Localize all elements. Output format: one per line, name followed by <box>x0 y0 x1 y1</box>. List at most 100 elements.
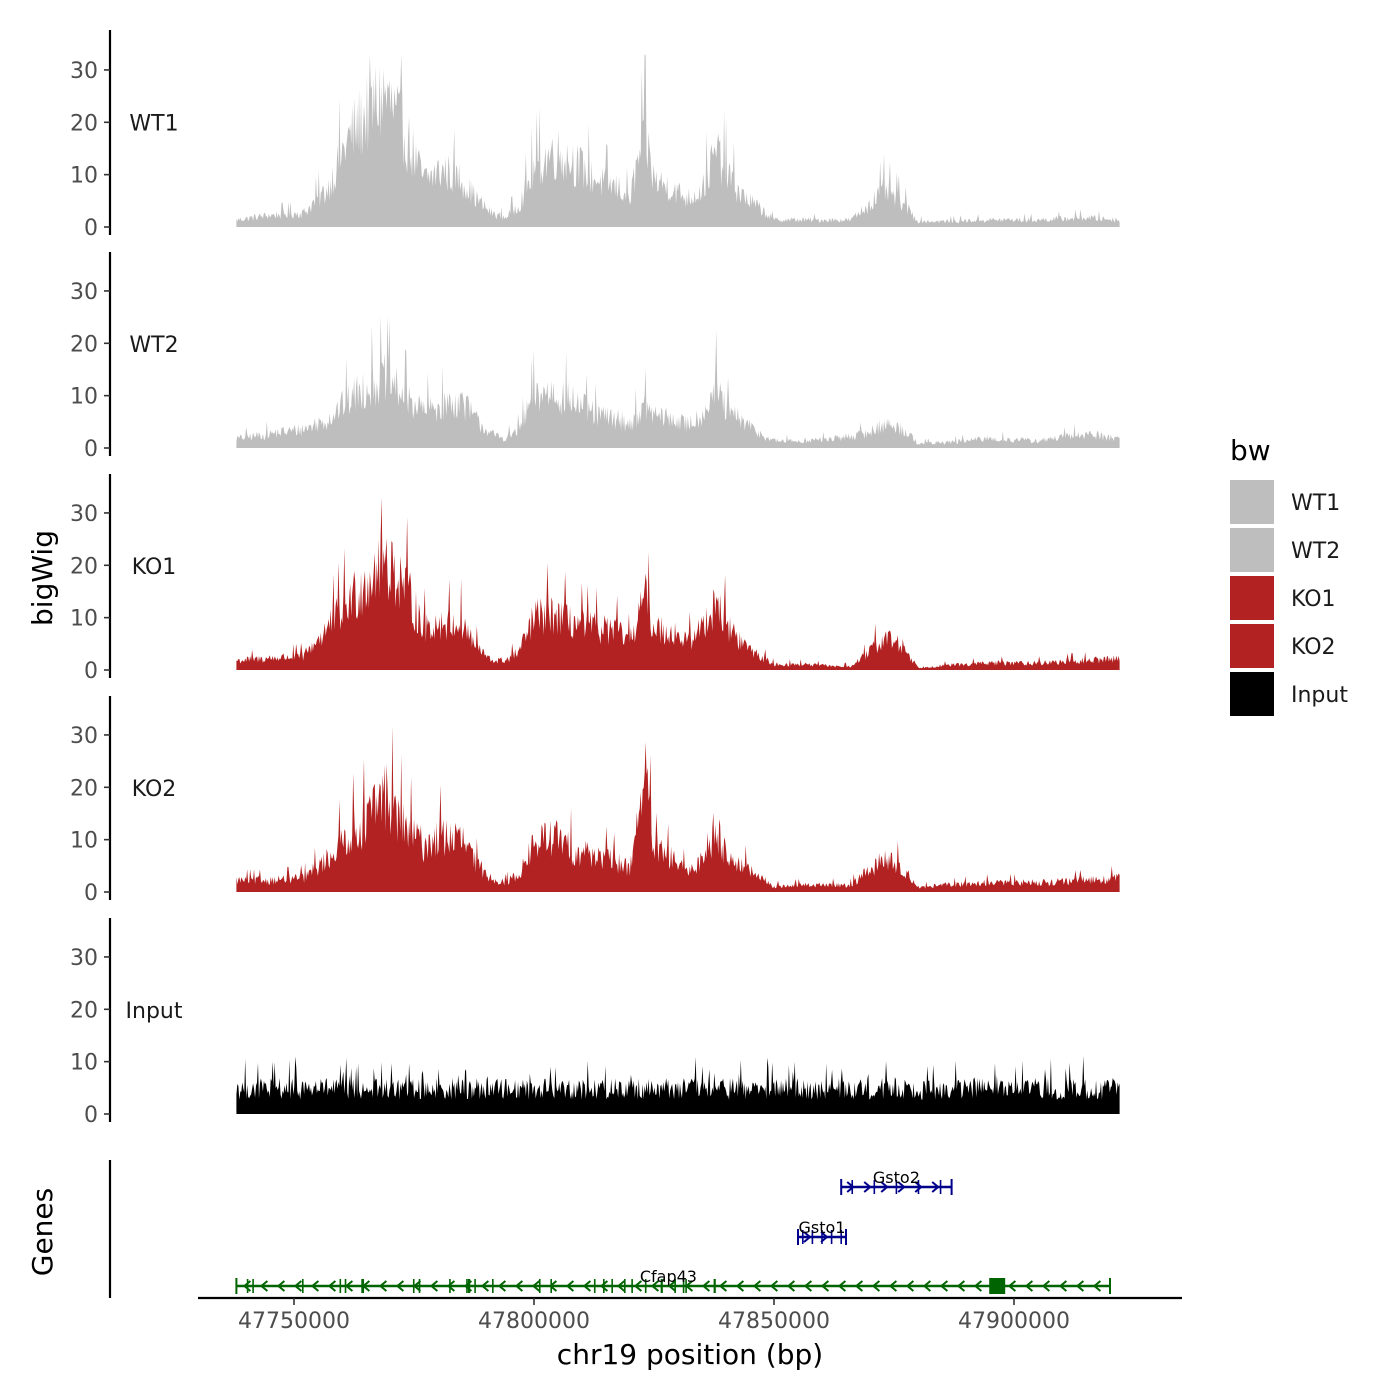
strand-arrow <box>897 1181 906 1193</box>
strand-arrow <box>242 1280 252 1292</box>
y-tick-label: 0 <box>84 881 98 906</box>
x-tick-label: 47750000 <box>238 1309 350 1334</box>
y-tick-label: 30 <box>70 502 98 527</box>
strand-arrow <box>880 1181 889 1193</box>
strand-arrow <box>803 1280 813 1292</box>
legend-swatch-wt2 <box>1230 528 1274 572</box>
strand-arrow <box>429 1280 439 1292</box>
track-input: 0 10 20 30 Input <box>70 918 1120 1128</box>
strand-arrow <box>565 1280 575 1292</box>
strand-arrow <box>837 1280 847 1292</box>
gene-label: Cfap43 <box>640 1267 697 1286</box>
strand-arrow <box>939 1280 949 1292</box>
legend-swatch-ko1 <box>1230 576 1274 620</box>
legend-label-ko1: KO1 <box>1291 587 1336 612</box>
x-tick-label: 47800000 <box>478 1309 590 1334</box>
y-tick-label: 10 <box>70 607 98 632</box>
strand-arrow <box>820 1231 829 1243</box>
strand-arrow <box>650 1280 660 1292</box>
track-wt1: 0 10 20 30 WT1 <box>70 30 1120 241</box>
coverage-area-wt2 <box>236 315 1120 448</box>
y-tick-label: 30 <box>70 946 98 971</box>
legend-swatch-wt1 <box>1230 480 1274 524</box>
coverage-area-ko1 <box>236 497 1120 670</box>
track-label: Input <box>126 999 183 1024</box>
strand-arrow <box>548 1280 558 1292</box>
legend-swatch-ko2 <box>1230 624 1274 668</box>
strand-arrow <box>888 1280 898 1292</box>
strand-arrow <box>863 1181 872 1193</box>
strand-arrow <box>293 1280 303 1292</box>
y-tick-label: 20 <box>70 776 98 801</box>
gene-label: Gsto2 <box>873 1168 920 1187</box>
gene-gsto1: Gsto1 <box>797 1218 847 1245</box>
gene-track: Gsto2 Gsto1 Cfap43 <box>108 1160 1111 1298</box>
strand-arrow <box>344 1280 354 1292</box>
strand-arrow <box>361 1280 371 1292</box>
gene-label: Gsto1 <box>799 1218 846 1237</box>
strand-arrow <box>871 1280 881 1292</box>
legend-label-input: Input <box>1291 683 1348 708</box>
y-tick-label: 20 <box>70 998 98 1023</box>
strand-arrow <box>667 1280 677 1292</box>
track-label: KO2 <box>132 777 177 802</box>
strand-arrow <box>463 1280 473 1292</box>
coverage-area-input <box>236 1055 1120 1114</box>
utr-block <box>989 1278 1006 1294</box>
strand-arrow <box>931 1181 940 1193</box>
track-ko1: 0 10 20 30 KO1 <box>70 474 1120 684</box>
y-tick-label: 20 <box>70 332 98 357</box>
y-tick-label: 30 <box>70 724 98 749</box>
strand-arrow <box>1092 1280 1102 1292</box>
strand-arrow <box>276 1280 286 1292</box>
track-label: WT1 <box>129 112 178 137</box>
track-wt2: 0 10 20 30 WT2 <box>70 252 1120 462</box>
legend-swatch-input <box>1230 672 1274 716</box>
y-tick-label: 0 <box>84 1103 98 1128</box>
strand-arrow <box>803 1231 812 1243</box>
strand-arrow <box>633 1280 643 1292</box>
genes-axis-title: Genes <box>26 1188 59 1276</box>
strand-arrow <box>914 1181 923 1193</box>
legend-label-wt2: WT2 <box>1291 539 1340 564</box>
strand-arrow <box>1024 1280 1034 1292</box>
x-axis: 47750000 47800000 47850000 47900000 <box>198 1296 1182 1334</box>
strand-arrow <box>480 1280 490 1292</box>
strand-arrow <box>769 1280 779 1292</box>
strand-arrow <box>497 1280 507 1292</box>
gene-gsto2: Gsto2 <box>840 1168 953 1195</box>
track-ko2: 0 10 20 30 KO2 <box>70 696 1120 906</box>
strand-arrow <box>531 1280 541 1292</box>
coverage-area-ko2 <box>236 726 1120 892</box>
strand-arrow <box>905 1280 915 1292</box>
x-tick-label: 47850000 <box>718 1309 830 1334</box>
strand-arrow <box>854 1280 864 1292</box>
strand-arrow <box>973 1280 983 1292</box>
y-tick-label: 10 <box>70 1051 98 1076</box>
strand-arrow <box>1058 1280 1068 1292</box>
strand-arrow <box>684 1280 694 1292</box>
strand-arrow <box>701 1280 711 1292</box>
strand-arrow <box>922 1280 932 1292</box>
strand-arrow <box>752 1280 762 1292</box>
strand-arrow <box>582 1280 592 1292</box>
coverage-area-wt1 <box>236 54 1120 227</box>
strand-arrow <box>446 1280 456 1292</box>
strand-arrow <box>259 1280 269 1292</box>
strand-arrow <box>378 1280 388 1292</box>
y-tick-label: 30 <box>70 280 98 305</box>
legend-label-wt1: WT1 <box>1291 491 1340 516</box>
strand-arrow <box>327 1280 337 1292</box>
strand-arrow <box>1041 1280 1051 1292</box>
y-tick-label: 20 <box>70 554 98 579</box>
gene-cfap43: Cfap43 <box>235 1267 1111 1294</box>
strand-arrow <box>616 1280 626 1292</box>
strand-arrow <box>956 1280 966 1292</box>
strand-arrow <box>1007 1280 1017 1292</box>
track-label: KO1 <box>132 555 177 580</box>
y-tick-label: 0 <box>84 437 98 462</box>
strand-arrow <box>820 1280 830 1292</box>
strand-arrow <box>310 1280 320 1292</box>
legend-label-ko2: KO2 <box>1291 635 1336 660</box>
y-tick-label: 0 <box>84 659 98 684</box>
